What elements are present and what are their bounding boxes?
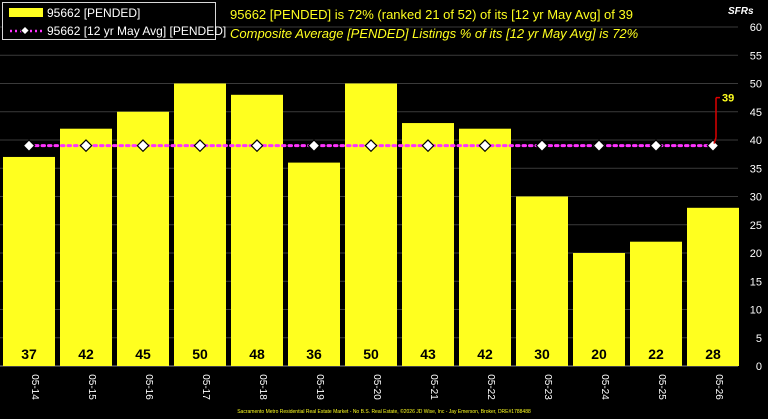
average-marker [79,139,93,153]
x-tick-label: 05-22 [485,374,496,400]
footer-credit: Sacramento Metro Residential Real Estate… [237,409,531,415]
average-marker [535,139,549,153]
bar [345,83,397,366]
annotation-value: 39 [722,93,734,105]
x-tick-label: 05-14 [29,374,40,400]
x-tick-label: 05-23 [542,374,553,400]
bar [459,128,511,366]
x-tick-label: 05-25 [656,374,667,400]
x-tick-label: 05-19 [314,374,325,400]
bar [630,241,682,366]
legend-line-label: 95662 [12 yr May Avg] [PENDED] [47,23,227,38]
legend-item-line: 95662 [12 yr May Avg] [PENDED] [9,22,226,39]
legend-bar-label: 95662 [PENDED] [47,5,141,20]
bar [402,123,454,366]
bars [3,83,739,367]
bar [288,162,340,366]
average-marker [136,139,150,153]
bar-value-label: 22 [648,346,664,362]
bar-value-label: 30 [534,346,550,362]
x-tick-label: 05-18 [257,374,268,400]
subline: Composite Average [PENDED] Listings % of… [230,26,639,41]
x-tick-label: 05-24 [599,374,610,400]
average-marker [307,139,321,153]
y-tick-label: 20 [750,248,762,260]
y-tick-label: 45 [750,107,762,119]
bar [573,253,625,366]
y-axis-ticks: 0 5 10 15 20 25 30 35 40 45 50 55 60 [750,22,762,373]
average-marker [22,139,36,153]
bar-value-label: 48 [249,346,265,362]
x-tick-label: 05-26 [713,374,724,400]
bar [3,156,55,366]
difference-annotation: 39 [713,93,734,144]
y-tick-label: 60 [750,22,762,34]
bar-value-label: 50 [363,346,379,362]
bar-value-label: 45 [135,346,151,362]
bar [174,83,226,366]
y-tick-label: 55 [750,50,762,62]
unit-label: SFRs [728,6,754,17]
y-tick-label: 15 [750,276,762,288]
bar [117,111,169,366]
bar [60,128,112,366]
average-marker [706,139,720,153]
bar-value-label: 43 [420,346,436,362]
y-tick-label: 5 [756,333,762,345]
legend-bar-swatch [9,8,43,17]
bar-value-label: 42 [78,346,94,362]
average-marker [478,139,492,153]
average-marker [250,139,264,153]
bar-value-label: 20 [591,346,607,362]
average-line [22,139,720,153]
average-marker [592,139,606,153]
y-tick-label: 10 [750,305,762,317]
bar-value-label: 50 [192,346,208,362]
average-marker [364,139,378,153]
x-tick-label: 05-16 [143,374,154,400]
x-axis-ticks: 05-14 05-15 05-16 05-17 05-18 05-19 05-20 05-21… [29,374,724,400]
x-tick-label: 05-20 [371,374,382,400]
legend: 95662 [PENDED] 95662 [12 yr May Avg] [PE… [2,2,226,40]
average-marker [649,139,663,153]
bar-value-label: 42 [477,346,493,362]
legend-item-bar: 95662 [PENDED] [9,4,140,21]
legend-line-swatch [9,25,43,36]
y-tick-label: 0 [756,361,762,373]
y-tick-label: 40 [750,135,762,147]
average-marker [421,139,435,153]
x-tick-label: 05-17 [200,374,211,400]
bar-value-label: 37 [21,346,37,362]
x-tick-label: 05-21 [428,374,439,400]
y-tick-label: 50 [750,79,762,91]
bar-value-label: 28 [705,346,721,362]
x-tick-label: 05-15 [86,374,97,400]
bar-value-label: 36 [306,346,322,362]
y-tick-label: 35 [750,163,762,175]
y-tick-label: 25 [750,220,762,232]
data-labels: 37 42 45 50 48 36 50 43 42 30 20 22 28 [21,346,721,362]
bar [231,94,283,367]
headline: 95662 [PENDED] is 72% (ranked 21 of 52) … [230,7,633,22]
y-tick-label: 30 [750,192,762,204]
average-marker [193,139,207,153]
annotation-tick [713,137,717,144]
bar [516,196,568,366]
bar [687,207,739,366]
